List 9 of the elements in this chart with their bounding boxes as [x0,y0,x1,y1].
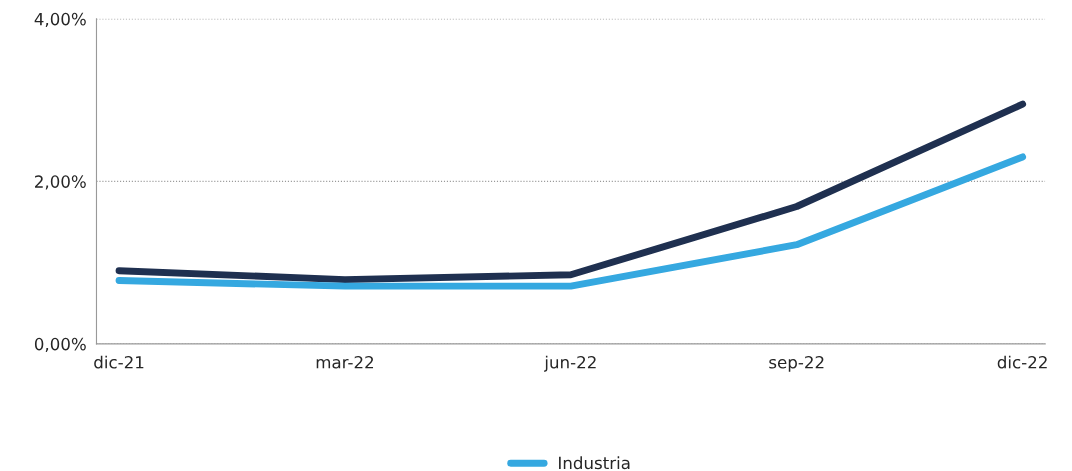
x-tick-label: dic-21 [94,355,144,369]
y-tick-label: 0,00% [34,337,86,353]
x-tick-label: jun-22 [544,355,596,372]
y-tick-label: 2,00% [35,175,86,190]
y-tick-label: 4,00% [34,12,86,28]
x-tick-label: dic-22 [997,355,1047,369]
x-tick-label: mar-22 [316,355,374,369]
legend-label: Industria [559,456,630,470]
x-tick-label: sep-22 [769,355,824,372]
